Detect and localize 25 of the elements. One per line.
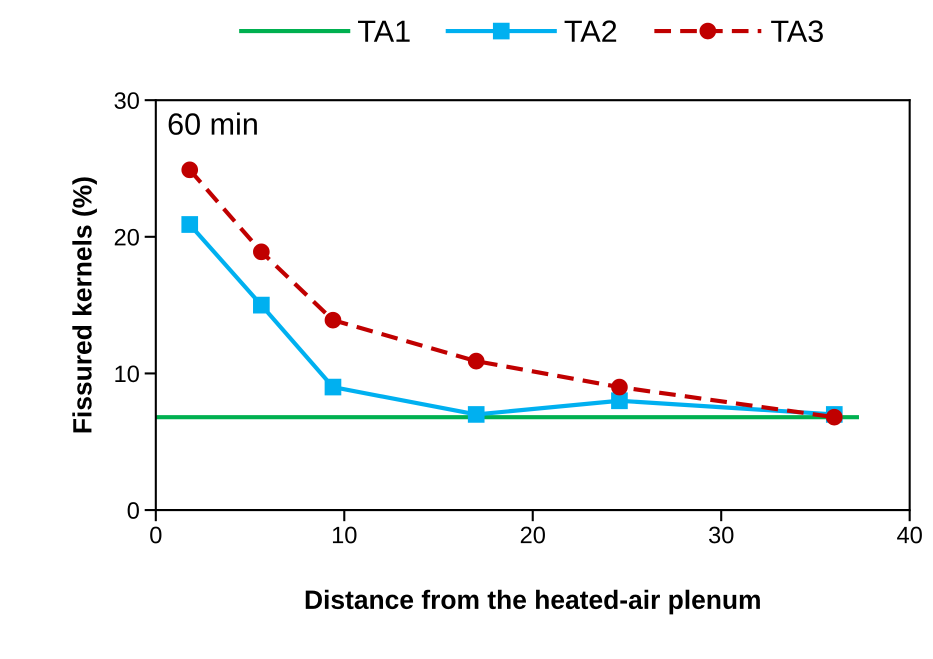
x-tick-label: 30: [708, 526, 734, 544]
legend-label: TA2: [564, 20, 616, 42]
legend-label: TA1: [358, 20, 410, 42]
y-axis-title: Fissured kernels (%): [72, 177, 97, 432]
point: [324, 312, 342, 328]
point: [181, 162, 198, 178]
point: [611, 378, 628, 396]
y-tick-label: 20: [114, 228, 139, 246]
x-axis-title: Distance from the heated-air plenum: [306, 590, 760, 614]
y-tick-label: 10: [115, 366, 139, 382]
point: [253, 296, 270, 314]
x-tick-label: 0: [150, 526, 162, 544]
point: [611, 392, 628, 410]
annotation: 60 min: [168, 112, 257, 135]
y-tick-label: 30: [114, 92, 139, 109]
legend-label: TA3: [771, 20, 823, 42]
point: [468, 406, 485, 423]
point: [468, 352, 485, 370]
x-tick-label: 10: [332, 526, 356, 544]
y-tick-label: 0: [128, 502, 139, 519]
x-tick-label: 40: [897, 526, 922, 544]
point: [324, 378, 342, 396]
point: [181, 216, 198, 233]
x-tick-label: 20: [520, 526, 545, 544]
point: [253, 243, 270, 260]
